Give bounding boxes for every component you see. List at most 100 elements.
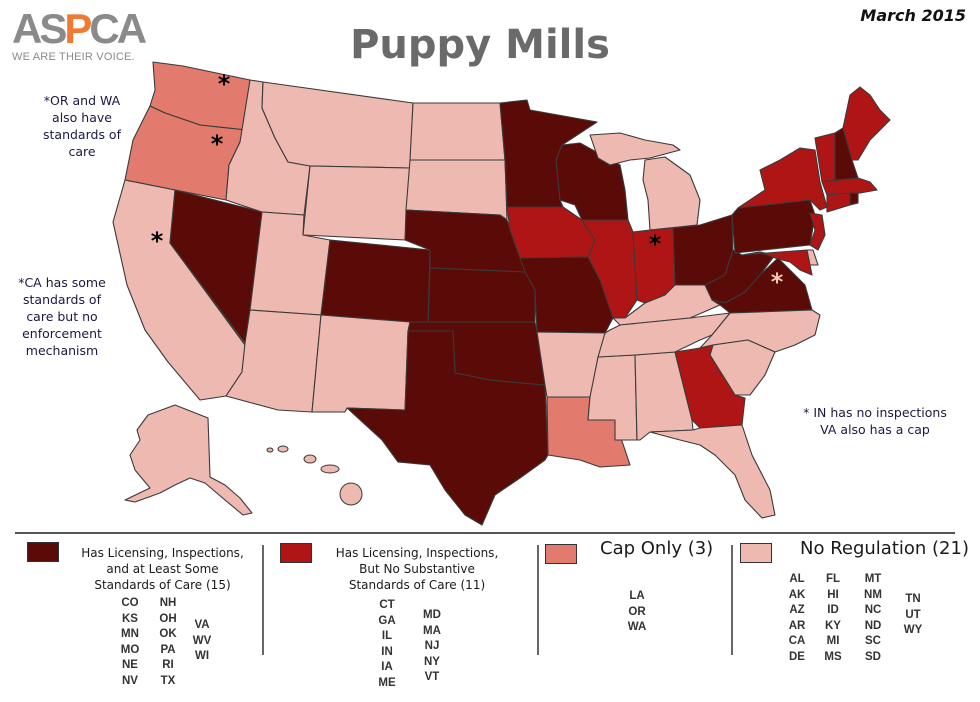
state-hi[interactable] (303, 454, 317, 464)
state-ri[interactable] (849, 192, 859, 206)
note-line: also have (52, 110, 112, 125)
state-code-ca: CA (788, 635, 806, 647)
state-code-sd: SD (865, 650, 881, 663)
state-code-column: CO KS MN MO NE NV (115, 596, 145, 689)
state-ny[interactable] (737, 147, 828, 211)
state-me[interactable] (842, 86, 891, 161)
note-line: *CA has some (18, 275, 106, 290)
date-label: March 2015 (860, 6, 966, 25)
state-code-column: MT NM NC ND SC SD (858, 572, 888, 665)
state-code-wy: WY (903, 624, 923, 636)
state-code-tx: TX (160, 674, 176, 687)
state-code-wi: WI (194, 650, 210, 662)
state-code-nd: ND (864, 619, 882, 632)
state-ma[interactable] (821, 177, 878, 196)
state-code-ne: NE (122, 659, 138, 671)
state-de[interactable] (806, 249, 819, 266)
legend-line: Standards of Care (15) (94, 578, 231, 592)
state-code-column: CT GA IL IN IA ME (372, 598, 402, 691)
state-code-oh: OH (159, 612, 177, 625)
state-code-column: VA WV WI (187, 618, 217, 665)
asterisk-icon-in: * (649, 230, 662, 258)
state-code-ak: AK (788, 588, 806, 601)
state-co[interactable] (320, 239, 431, 326)
state-code-md: MD (423, 609, 441, 621)
page-title: Puppy Mills (350, 22, 610, 68)
legend-column-divider (731, 545, 733, 655)
state-wy[interactable] (302, 165, 411, 241)
legend-column-divider (262, 545, 264, 655)
state-code-column: AL AK AZ AR CA DE (782, 572, 812, 665)
state-code-az: AZ (789, 604, 805, 616)
state-code-la: LA (629, 590, 645, 602)
legend-swatch-no-regulation (740, 543, 772, 563)
aspca-logo: ASPCA WE ARE THEIR VOICE. (12, 5, 172, 64)
state-code-ct: CT (379, 599, 395, 611)
state-code-nh: NH (159, 597, 177, 609)
state-nm[interactable] (311, 314, 411, 413)
note-in-va: * IN has no inspections VA also has a ca… (780, 404, 970, 438)
state-code-column: TN UT WY (898, 592, 928, 639)
state-code-column: MD MA NJ NY VT (417, 608, 447, 686)
state-code-de: DE (789, 650, 805, 663)
state-code-vt: VT (424, 671, 440, 683)
state-hi[interactable] (339, 482, 363, 506)
state-nj[interactable] (809, 212, 826, 251)
legend-label-licensing-standards: Has Licensing, Inspections, and at Least… (70, 545, 255, 593)
state-code-wa: WA (627, 621, 647, 633)
note-line: VA also has a cap (820, 422, 930, 437)
legend-column-divider (537, 545, 539, 655)
note-line: standards of (43, 127, 121, 142)
state-va[interactable] (711, 257, 813, 314)
state-ks[interactable] (427, 267, 536, 326)
state-ak[interactable] (124, 404, 253, 516)
state-hi[interactable] (277, 445, 289, 453)
state-ga[interactable] (674, 344, 746, 429)
note-ca: *CA has some standards of care but no en… (6, 274, 118, 359)
asterisk-icon-wa: * (218, 70, 231, 98)
state-code-sc: SC (865, 635, 881, 647)
legend-divider-line (15, 532, 955, 534)
state-code-va: VA (194, 619, 210, 631)
state-code-mt: MT (864, 573, 882, 585)
state-code-mn: MN (121, 628, 139, 640)
state-code-nc: NC (864, 604, 882, 616)
state-mt[interactable] (261, 81, 414, 169)
state-code-ms: MS (824, 650, 842, 663)
legend-line: Has Licensing, Inspections, (335, 546, 499, 560)
state-code-hi: HI (827, 588, 839, 601)
state-code-id: ID (827, 604, 839, 616)
legend-line: Has Licensing, Inspections, (81, 546, 244, 560)
logo-wordmark: ASPCA (12, 5, 147, 52)
state-tn[interactable] (597, 312, 731, 358)
state-code-tn: TN (905, 593, 921, 605)
state-nd[interactable] (409, 102, 506, 161)
legend-line: But No Substantive (359, 562, 475, 576)
legend-line: No Regulation (21) (800, 538, 969, 559)
note-or-wa: *OR and WA also have standards of care (22, 92, 142, 160)
asterisk-icon-or: * (211, 130, 224, 158)
state-code-nj: NJ (424, 640, 440, 652)
state-fl[interactable] (649, 424, 776, 519)
state-pa[interactable] (731, 199, 816, 254)
note-line: *OR and WA (43, 93, 121, 108)
state-code-mo: MO (120, 643, 140, 656)
legend-swatch-licensing-standards (27, 542, 59, 562)
state-hi[interactable] (320, 464, 340, 474)
state-code-ks: KS (122, 612, 138, 625)
state-tx[interactable] (346, 330, 549, 526)
state-ct[interactable] (826, 192, 851, 213)
state-hi[interactable] (266, 447, 274, 453)
state-mi[interactable] (589, 132, 681, 166)
state-code-ut: UT (905, 608, 921, 621)
state-code-ny: NY (424, 655, 440, 668)
state-code-ar: AR (788, 619, 806, 632)
state-code-me: ME (378, 676, 396, 689)
state-nh[interactable] (834, 127, 859, 181)
note-line: care (68, 144, 96, 159)
state-mi[interactable] (642, 156, 701, 231)
legend-line: Standards of Care (11) (348, 578, 486, 592)
state-code-ri: RI (162, 659, 174, 671)
note-line: care but no (26, 309, 98, 324)
state-code-ok: OK (159, 628, 177, 640)
